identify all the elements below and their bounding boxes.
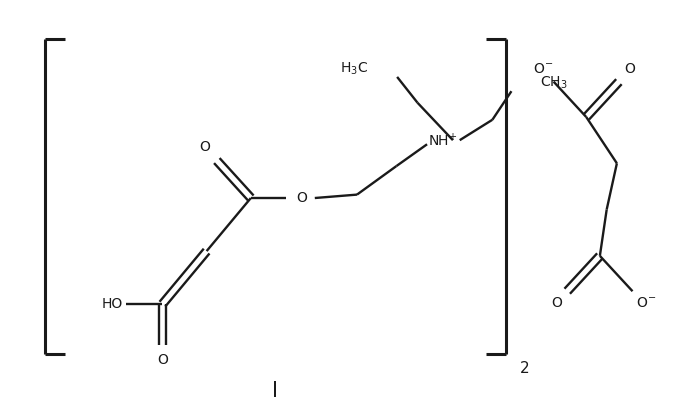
Text: O: O [551,296,562,310]
Text: H$_3$C: H$_3$C [340,60,368,77]
Text: CH$_3$: CH$_3$ [540,75,568,91]
Text: 2: 2 [520,361,530,376]
Text: O: O [624,62,635,76]
Text: I: I [272,381,278,401]
Text: O$^{-}$: O$^{-}$ [533,62,553,76]
Text: O$^{-}$: O$^{-}$ [636,296,656,310]
Text: O: O [157,353,168,367]
Text: O: O [199,140,210,154]
Text: HO: HO [102,297,123,311]
Text: O: O [296,191,307,205]
Text: NH$^{+}$: NH$^{+}$ [428,132,458,149]
